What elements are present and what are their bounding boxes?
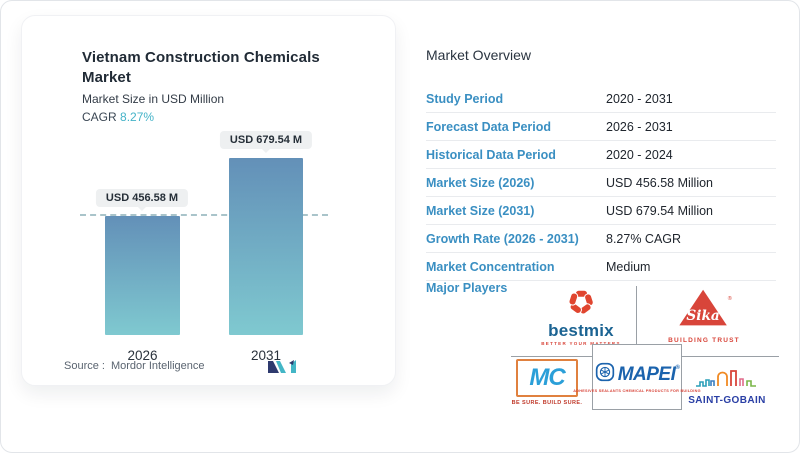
source-value: Mordor Intelligence [110, 360, 205, 372]
market-size-chart-card: Vietnam Construction Chemicals Market Ma… [21, 15, 396, 386]
chart-title: Vietnam Construction Chemicals Market [82, 49, 320, 87]
sika-logo: Sika ® BUILDING TRUST [649, 287, 759, 344]
table-row: Market Concentration Medium [426, 253, 776, 281]
table-row: Growth Rate (2026 - 2031) 8.27% CAGR [426, 225, 776, 253]
cagr-label: CAGR [82, 110, 117, 124]
panel-heading: Market Overview [426, 47, 532, 63]
saint-gobain-logo: SAINT-GOBAIN [679, 365, 775, 406]
row-value: USD 679.54 Million [606, 203, 713, 218]
table-row: Market Size (2026) USD 456.58 Million [426, 169, 776, 197]
row-value: 2020 - 2024 [606, 147, 673, 162]
x-axis-label-2026: 2026 [127, 348, 158, 363]
row-value: 2026 - 2031 [606, 119, 673, 134]
source-row: Source : Mordor Intelligence [64, 355, 355, 377]
x-axis-label-2031: 2031 [250, 348, 282, 363]
grid-divider-vertical [636, 286, 637, 356]
row-value: USD 456.58 Million [606, 175, 713, 190]
table-row: Study Period 2020 - 2031 [426, 85, 776, 113]
mapei-reg-mark: ® [675, 364, 680, 371]
bestmix-logo: bestmix BETTER YOUR MATTERS [521, 287, 641, 346]
mapei-wordmark: MAPEI® [617, 363, 680, 385]
row-label: Market Size (2026) [426, 175, 535, 190]
major-players-label: Major Players [426, 281, 508, 295]
sika-triangle-icon: Sika ® [676, 287, 732, 334]
cagr-value: 8.27% [120, 110, 155, 124]
mapei-logo: MAPEI® ADHESIVES SEALANTS CHEMICAL PRODU… [573, 344, 701, 410]
bestmix-knot-icon [566, 287, 596, 322]
major-players-logo-grid: bestmix BETTER YOUR MATTERS Sika ® BUILD… [501, 283, 779, 410]
row-label: Forecast Data Period [426, 119, 552, 134]
mapei-emblem-icon [595, 362, 615, 387]
row-value: Medium [606, 259, 651, 274]
saint-gobain-skyline-icon [694, 365, 760, 394]
sika-tagline: BUILDING TRUST [668, 337, 740, 344]
mordor-intelligence-logo-icon [267, 358, 297, 375]
reference-dashed-line [80, 214, 328, 216]
bestmix-tagline: BETTER YOUR MATTERS [541, 341, 621, 346]
mc-tagline: BE SURE. BUILD SURE. [511, 400, 583, 406]
row-value: 8.27% CAGR [606, 231, 682, 246]
row-label: Market Size (2031) [426, 203, 535, 218]
overview-table: Study Period 2020 - 2031 Forecast Data P… [426, 85, 776, 281]
svg-text:Sika: Sika [686, 308, 719, 324]
bar-value-label-2026: USD 456.58 M [95, 189, 189, 207]
source-label: Source : [64, 360, 105, 372]
bar-2026 [105, 216, 180, 335]
row-label: Historical Data Period [426, 147, 556, 162]
row-label: Study Period [426, 91, 504, 106]
saint-gobain-wordmark: SAINT-GOBAIN [688, 395, 766, 406]
bar-2031 [229, 158, 303, 335]
mc-bauchemie-logo: MC BE SURE. BUILD SURE. [509, 359, 585, 406]
market-overview-panel: Market Overview Study Period 2020 - 2031… [416, 1, 779, 452]
row-label: Growth Rate (2026 - 2031) [426, 231, 579, 246]
mc-box-icon: MC [516, 359, 578, 397]
mapei-tagline: ADHESIVES SEALANTS CHEMICAL PRODUCTS FOR… [573, 388, 701, 393]
table-row: Historical Data Period 2020 - 2024 [426, 141, 776, 169]
row-value: 2020 - 2031 [606, 91, 673, 106]
bar-value-label-2031: USD 679.54 M [219, 131, 313, 149]
table-row: Market Size (2031) USD 679.54 Million [426, 197, 776, 225]
row-label: Market Concentration [426, 259, 555, 274]
bestmix-wordmark: bestmix [548, 321, 614, 340]
table-row: Forecast Data Period 2026 - 2031 [426, 113, 776, 141]
chart-cagr: CAGR 8.27% [82, 110, 154, 124]
mc-wordmark: MC [529, 364, 565, 391]
svg-text:®: ® [728, 295, 732, 302]
chart-subtitle: Market Size in USD Million [82, 92, 225, 106]
